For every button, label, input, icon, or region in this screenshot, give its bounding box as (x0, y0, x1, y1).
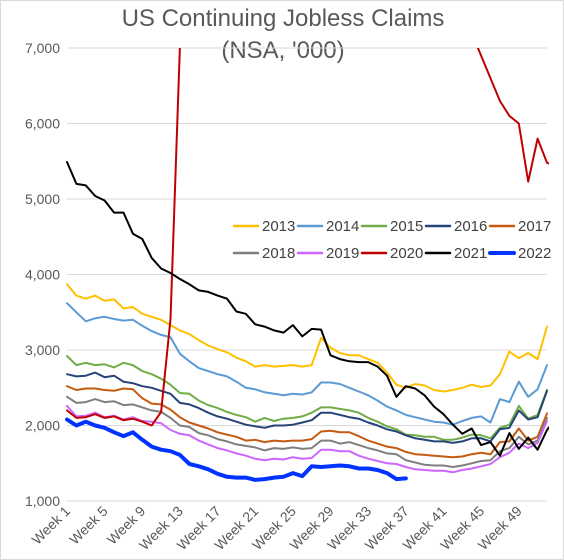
series-line-2016 (66, 371, 548, 444)
series-line-2020 (476, 48, 549, 183)
gridlines (67, 47, 547, 502)
legend-label-2019: 2019 (326, 245, 359, 262)
series-line-2020 (66, 48, 181, 427)
y-tick-label: 5,000 (25, 191, 60, 207)
y-tick-label: 6,000 (25, 116, 60, 132)
legend: 2013 2014 2015 2016 2017 2018 2019 2020 2021 2022 (232, 218, 551, 262)
legend-label-2015: 2015 (390, 218, 423, 235)
series-line-2021 (66, 161, 549, 457)
y-tick-label: 1,000 (25, 493, 60, 509)
series-line-2019 (66, 404, 548, 474)
legend-label-2017: 2017 (518, 218, 551, 235)
legend-label-2016: 2016 (454, 218, 487, 235)
series-line-2013 (66, 283, 548, 393)
series-lines (65, 48, 549, 482)
series-line-2022 (65, 417, 408, 482)
x-tick-label: Week 1 (28, 503, 73, 548)
y-tick-label: 2,000 (25, 418, 60, 434)
legend-label-2014: 2014 (326, 218, 359, 235)
legend-label-2018: 2018 (262, 245, 295, 262)
legend-label-2021: 2021 (454, 245, 487, 262)
legend-label-2022: 2022 (518, 245, 551, 262)
series-line-2015 (66, 355, 548, 441)
y-tick-label: 7,000 (25, 40, 60, 56)
legend-label-2020: 2020 (390, 245, 423, 262)
series-line-2018 (66, 395, 548, 468)
x-tick-label: Week 5 (66, 503, 111, 548)
series-line-2017 (66, 385, 548, 459)
chart-title-line-1: US Continuing Jobless Claims (122, 5, 445, 32)
legend-label-2013: 2013 (262, 218, 295, 235)
series-line-2014 (66, 302, 548, 426)
chart-title-line-2: (NSA, '000) (221, 37, 344, 64)
y-tick-label: 4,000 (25, 267, 60, 283)
y-axis-tick-labels: 1,000 2,000 3,000 4,000 5,000 6,000 7,000 (25, 40, 60, 509)
y-tick-label: 3,000 (25, 342, 60, 358)
